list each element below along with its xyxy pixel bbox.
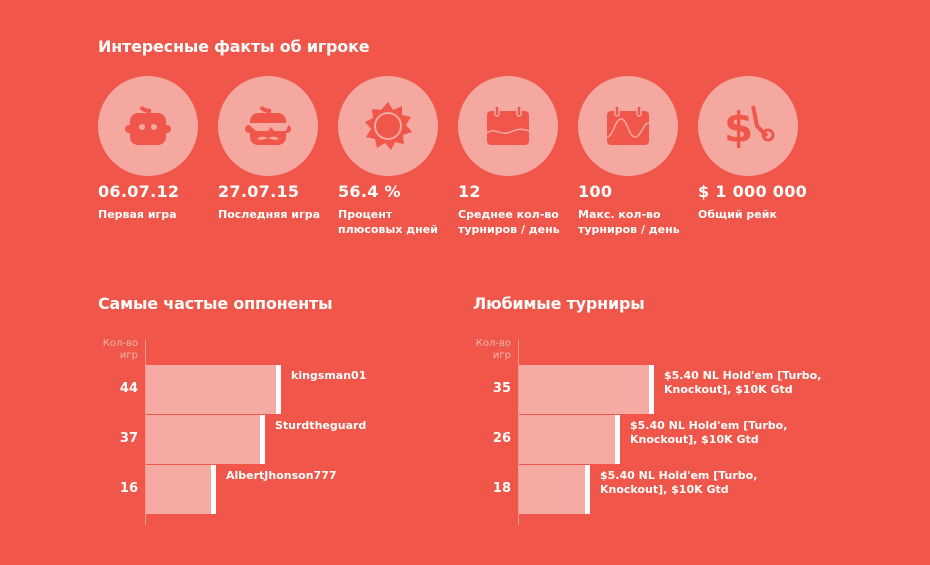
bar-category-label: $5.40 NL Hold'em [Turbo, Knockout], $10K… [664,369,822,396]
baby-face-icon [121,99,175,153]
bar-row: 35 $5.40 NL Hold'em [Turbo, Knockout], $… [471,365,871,414]
bar-category-label: kingsman01 [291,369,367,382]
fact-value: 100 [578,182,613,201]
bar-value-label: 16 [119,481,138,496]
fact-item: 56.4 % Процент плюсовых дней [338,76,448,237]
calendar-wave-icon [483,101,533,151]
fact-label: Последняя игра [218,208,320,221]
tournaments-chart: Кол-во игр 35 $5.40 NL Hold'em [Turbo, K… [471,338,871,528]
bar [519,465,590,514]
bar [146,415,265,464]
fact-value: $ 1 000 000 [698,182,808,201]
calendar-big-wave-icon [603,101,653,151]
sun-icon [360,98,416,154]
bar-row: 16 AlbertJhonson777 [98,465,498,514]
tournaments-title: Любимые турниры [473,294,645,313]
fact-circle [578,76,678,176]
bar-category-label: Sturdtheguard [275,419,367,432]
bar-value-label: 26 [492,431,511,446]
fact-circle: $ [698,76,798,176]
fact-item: $ $ 1 000 000 Общий рейк [698,76,808,222]
fact-value: 27.07.15 [218,182,300,201]
y-axis-label: Кол-во игр [475,338,511,361]
y-axis [518,340,519,525]
fact-item: 100 Макс. кол-во турниров / день [578,76,688,237]
fact-circle [458,76,558,176]
bar [146,465,216,514]
bar-value-label: 44 [119,381,138,396]
bar-row: 18 $5.40 NL Hold'em [Turbo, Knockout], $… [471,465,871,514]
fact-item: 06.07.12 Первая игра [98,76,208,222]
fact-value: 56.4 % [338,182,401,201]
opponents-title: Самые частые оппоненты [98,294,333,313]
y-axis [145,340,146,525]
fact-value: 12 [458,182,481,201]
svg-text:$: $ [724,103,753,152]
bar [519,415,620,464]
fact-item: 27.07.15 Последняя игра [218,76,328,222]
fact-circle [98,76,198,176]
fact-label: Процент плюсовых дней [338,208,438,236]
bar [146,365,281,414]
bar-value-label: 18 [492,481,511,496]
fact-label: Среднее кол-во турниров / день [458,208,560,236]
bar-category-label: AlbertJhonson777 [226,469,337,482]
facts-title: Интересные факты об игроке [98,37,370,56]
fact-item: 12 Среднее кол-во турниров / день [458,76,568,237]
bar-category-label: $5.40 NL Hold'em [Turbo, Knockout], $10K… [600,469,758,496]
bar-category-label: $5.40 NL Hold'em [Turbo, Knockout], $10K… [630,419,788,446]
bar-value-label: 35 [492,381,511,396]
fact-label: Первая игра [98,208,177,221]
fact-circle [338,76,438,176]
bar [519,365,654,414]
bar-row: 44 kingsman01 [98,365,498,414]
fact-label: Макс. кол-во турниров / день [578,208,680,236]
bar-row: 37 Sturdtheguard [98,415,498,464]
dollar-scissors-icon: $ [720,98,776,154]
bar-value-label: 37 [119,431,138,446]
mustache-face-icon [241,99,295,153]
fact-value: 06.07.12 [98,182,180,201]
opponents-chart: Кол-во игр 44 kingsman01 37 Sturdtheguard… [98,338,498,528]
y-axis-label: Кол-во игр [102,338,138,361]
bar-row: 26 $5.40 NL Hold'em [Turbo, Knockout], $… [471,415,871,464]
fact-circle [218,76,318,176]
fact-label: Общий рейк [698,208,777,221]
